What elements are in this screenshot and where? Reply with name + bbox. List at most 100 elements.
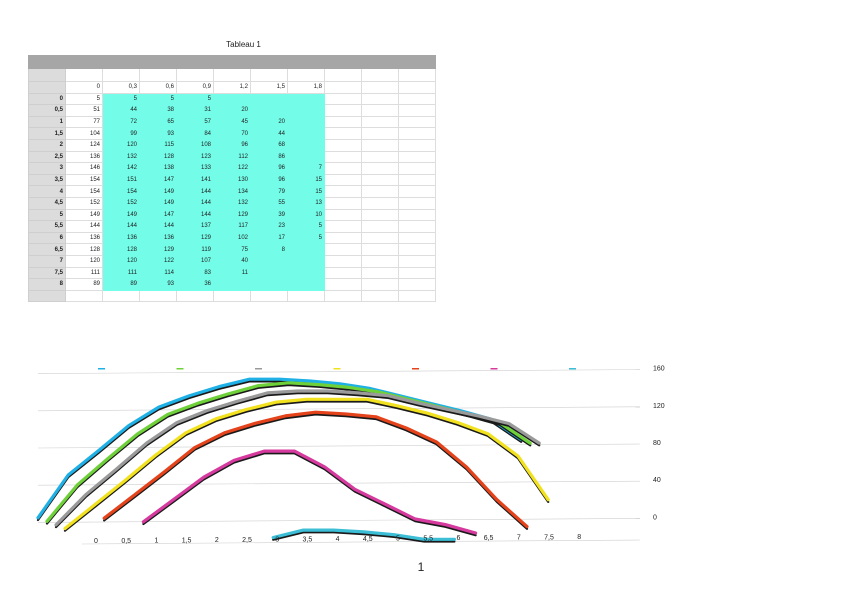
row-header: 7 — [28, 254, 66, 268]
table-cell: 107 — [176, 254, 214, 268]
table-row: 1,5 104 99 93 84 70 44 — [28, 127, 436, 140]
empty-cell — [398, 68, 436, 82]
table-cell: 44 — [102, 104, 140, 117]
table-cell: 142 — [102, 162, 140, 175]
table-cell: 128 — [102, 243, 140, 256]
table-row: 2 124 120 115 108 96 68 — [28, 138, 436, 152]
table-cell: 31 — [176, 104, 214, 117]
table-cell: 129 — [139, 243, 177, 256]
table-cell — [324, 231, 362, 245]
page-number: 1 — [417, 560, 425, 574]
column-header-row: 0 0,3 0,6 0,9 1,2 1,5 1,8 — [28, 81, 436, 94]
table-cell: 144 — [139, 220, 177, 233]
table-row: 5 149 149 147 144 129 39 10 — [28, 208, 436, 222]
table-cell: 7 — [287, 162, 325, 175]
legend-marker — [333, 368, 341, 370]
table-cell: 5 — [287, 220, 325, 233]
table-cell: 5 — [65, 92, 103, 106]
table-cell: 83 — [176, 266, 214, 280]
table-cell: 136 — [139, 231, 177, 245]
x-tick-label: 7 — [517, 535, 521, 542]
table-cell: 144 — [65, 220, 103, 233]
x-tick-label: 8 — [577, 534, 581, 541]
table-cell: 129 — [213, 208, 251, 222]
legend-marker — [98, 368, 105, 370]
table-cell: 13 — [287, 196, 325, 210]
table-cell: 93 — [139, 127, 177, 140]
x-tick-label: 6 — [456, 535, 460, 542]
empty-row — [28, 289, 436, 303]
table-cell — [361, 231, 399, 245]
table-cell: 72 — [102, 115, 140, 129]
table-cell — [213, 278, 251, 291]
table-cell: 89 — [65, 278, 103, 291]
legend-marker — [412, 368, 419, 370]
table-cell — [324, 92, 362, 106]
empty-cell — [139, 289, 177, 303]
table-cell — [398, 278, 436, 291]
empty-cell — [139, 68, 177, 82]
column-header — [361, 81, 399, 94]
row-header: 8 — [28, 278, 66, 291]
table-cell — [324, 220, 362, 233]
table-cell: 44 — [250, 127, 288, 140]
table-cell: 149 — [102, 208, 140, 222]
spacer-row — [28, 68, 436, 82]
band-cell — [28, 55, 66, 69]
table-cell: 45 — [213, 115, 251, 129]
table-cell: 134 — [213, 185, 251, 198]
table-cell: 96 — [250, 173, 288, 187]
table-cell — [398, 231, 436, 245]
table-cell — [361, 243, 399, 256]
empty-cell — [28, 289, 66, 303]
empty-cell — [287, 68, 325, 82]
table-cell: 5 — [102, 92, 140, 106]
y-tick-label: 120 — [653, 403, 665, 410]
series-line — [54, 389, 541, 527]
table-cell: 23 — [250, 220, 288, 233]
y-tick-label: 160 — [653, 366, 665, 373]
table-row: 0,5 51 44 38 31 20 — [28, 104, 436, 117]
table-cell: 111 — [102, 266, 140, 280]
table-row: 3 146 142 138 133 122 96 7 — [28, 162, 436, 175]
x-tick-label: 3,5 — [303, 536, 313, 543]
table-cell: 114 — [139, 266, 177, 280]
x-tick-label: 1 — [154, 538, 158, 545]
table-cell — [324, 150, 362, 164]
table-cell: 75 — [213, 243, 251, 256]
table-cell — [287, 104, 325, 117]
table-cell — [287, 138, 325, 152]
table-cell: 108 — [176, 138, 214, 152]
table-cell — [361, 127, 399, 140]
legend-marker — [490, 368, 498, 370]
table-cell — [361, 104, 399, 117]
table-cell — [398, 208, 436, 222]
gridline — [37, 369, 641, 374]
table-cell: 123 — [176, 150, 214, 164]
band-cell — [324, 55, 362, 69]
table-cell: 96 — [213, 138, 251, 152]
table-cell: 152 — [102, 196, 140, 210]
row-header: 3,5 — [28, 173, 66, 187]
table-cell — [250, 254, 288, 268]
band-cell — [398, 55, 436, 69]
table-row: 7 120 120 122 107 40 — [28, 254, 436, 268]
table-cell — [398, 254, 436, 268]
empty-cell — [102, 68, 140, 82]
table-cell: 93 — [139, 278, 177, 291]
column-header: 1,2 — [213, 81, 251, 94]
legend-marker — [569, 368, 576, 370]
column-header: 1,8 — [287, 81, 325, 94]
table-cell — [250, 92, 288, 106]
table-cell: 20 — [250, 115, 288, 129]
table-cell: 146 — [65, 162, 103, 175]
row-header: 4 — [28, 185, 66, 198]
row-header: 2,5 — [28, 150, 66, 164]
band-cell — [65, 55, 103, 69]
band-cell — [361, 55, 399, 69]
empty-cell — [176, 68, 214, 82]
row-header: 0 — [28, 92, 66, 106]
band-cell — [102, 55, 140, 69]
table-cell — [361, 150, 399, 164]
table-cell — [398, 266, 436, 280]
